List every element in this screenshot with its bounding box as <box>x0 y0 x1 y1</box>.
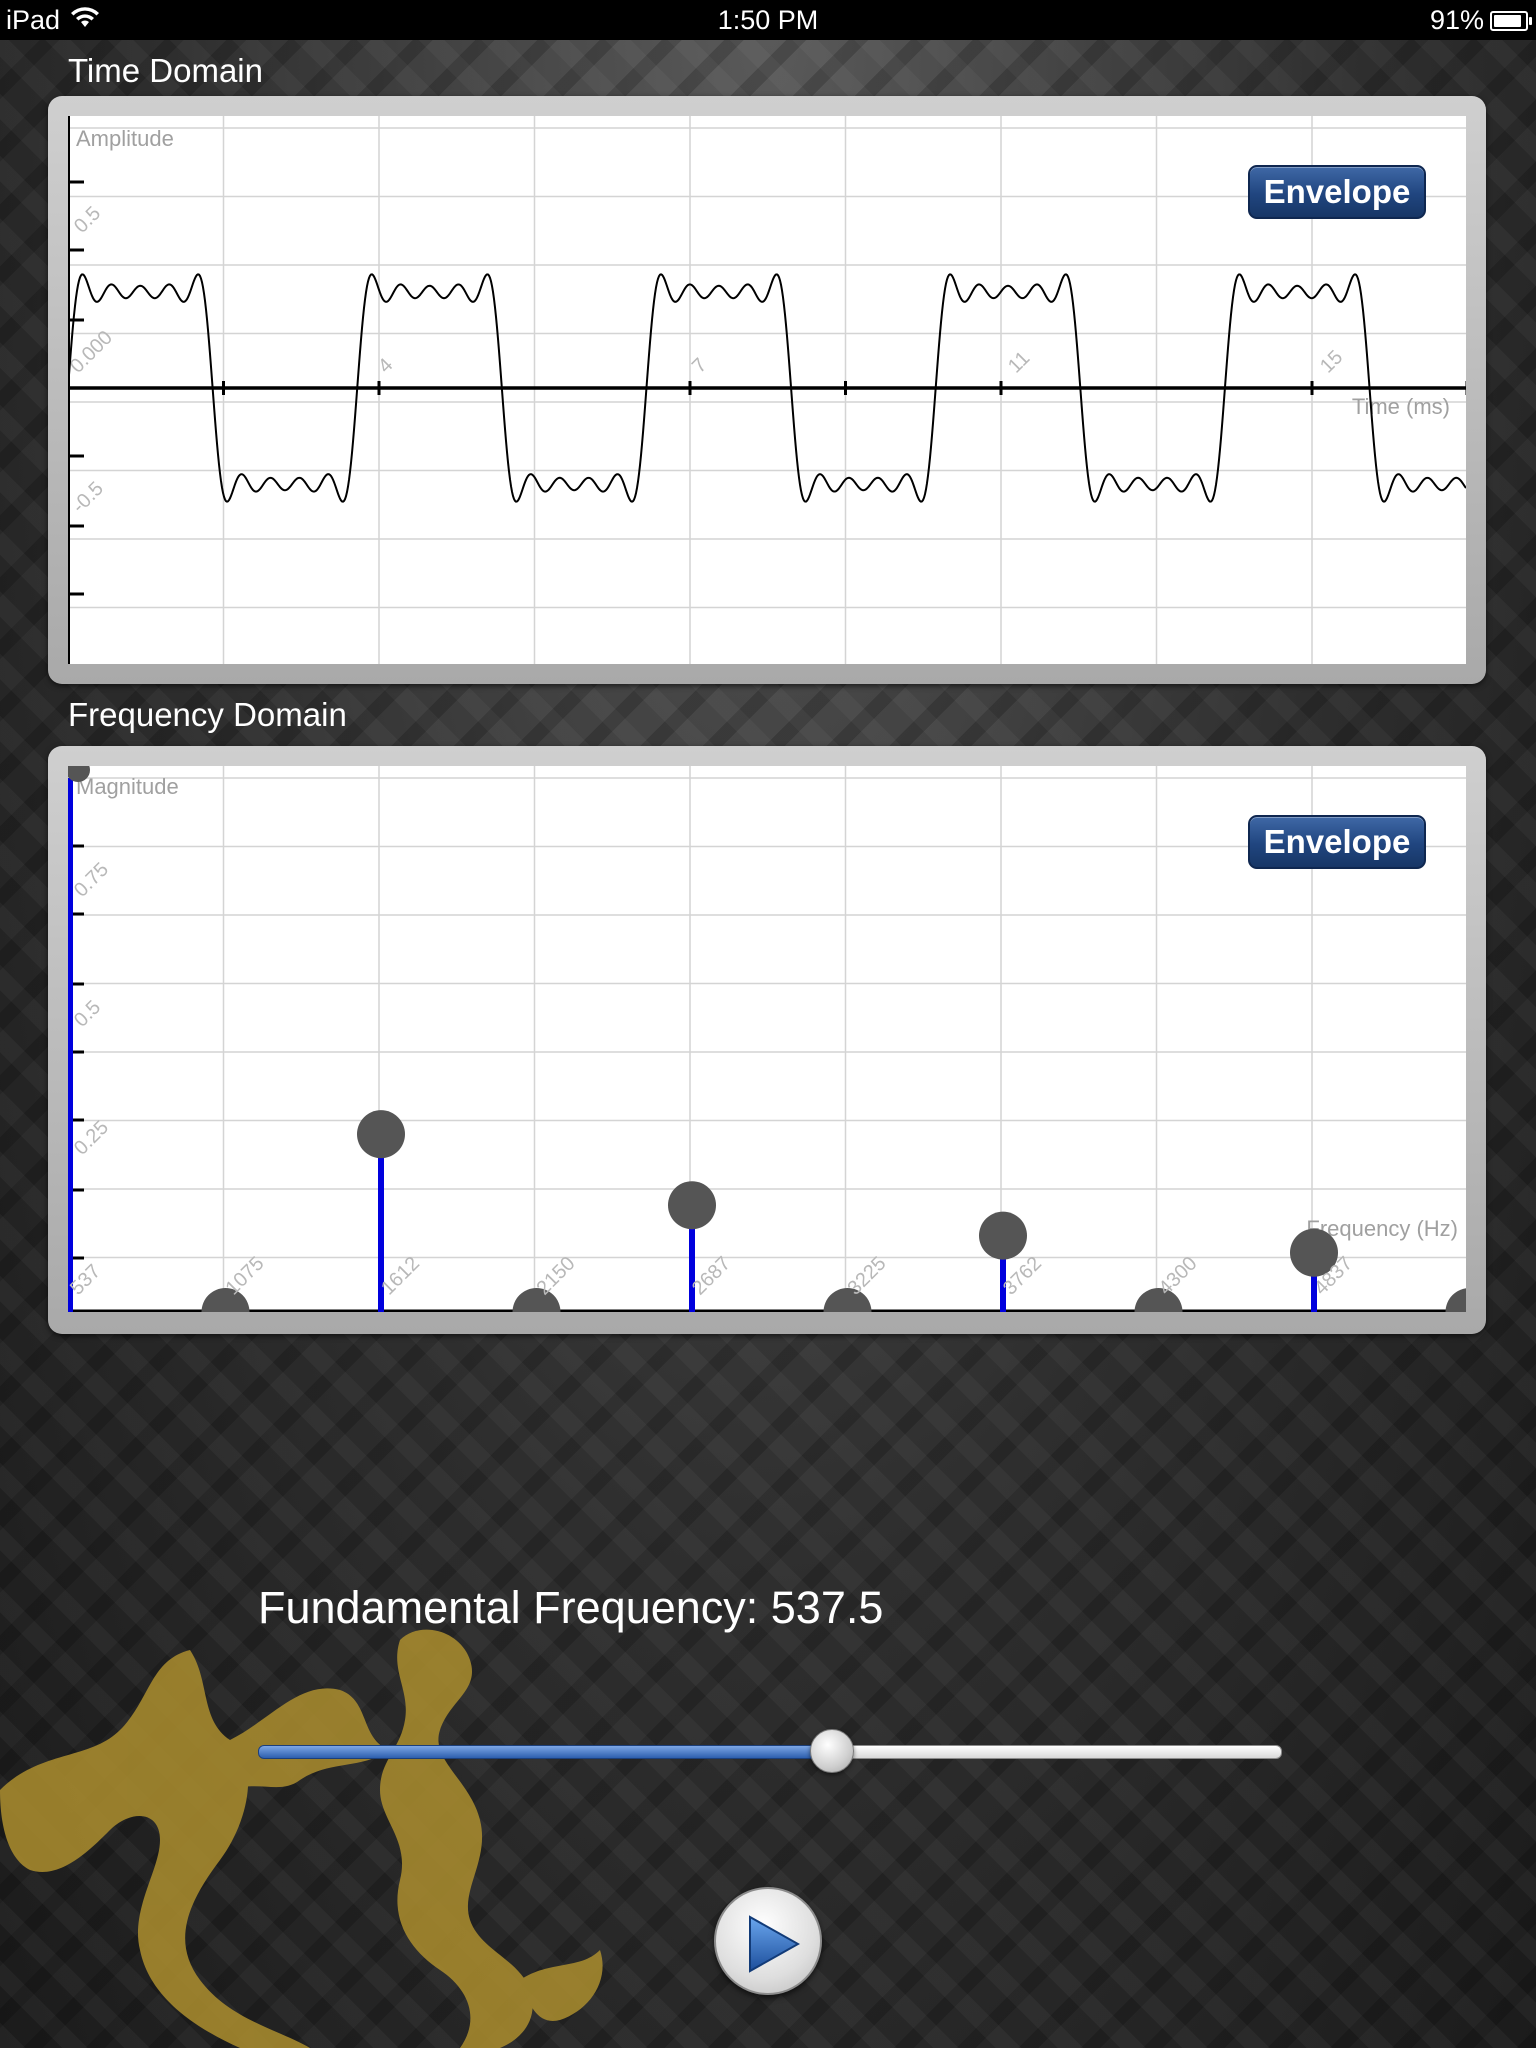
freq-stem-marker <box>1290 1228 1338 1277</box>
time-y-tick-label: 0.5 <box>70 202 105 237</box>
battery-icon <box>1490 10 1532 31</box>
clock: 1:50 PM <box>717 5 819 35</box>
freq-stem-marker <box>201 1288 250 1312</box>
freq-stem-marker <box>1445 1288 1466 1312</box>
play-icon <box>749 1915 800 1973</box>
frequency-domain-panel: Magnitude Frequency (Hz) 0.75 0.5 0.25 537 107… <box>48 746 1486 1334</box>
time-waveform <box>68 273 1466 503</box>
time-x-tick-label: 15 <box>1316 346 1347 377</box>
time-x-tick-label: 4 <box>374 354 397 377</box>
freq-y-tick-label: 0.5 <box>70 996 105 1031</box>
time-x-tick-label: 7 <box>688 354 711 377</box>
slider-fill <box>258 1745 834 1759</box>
time-domain-title: Time Domain <box>68 52 263 89</box>
time-y-tick-label: -0.5 <box>68 478 108 518</box>
freq-y-tick-label: 0.25 <box>70 1116 113 1159</box>
battery-percent: 91% <box>1429 5 1484 35</box>
freq-stem-marker <box>979 1211 1027 1260</box>
frequency-envelope-button[interactable]: Envelope <box>1248 815 1426 869</box>
freq-x-tick-label: 2687 <box>688 1253 735 1300</box>
freq-stem-marker <box>823 1288 872 1312</box>
freq-x-tick-label: 3762 <box>999 1253 1046 1300</box>
freq-stem-marker <box>357 1110 405 1159</box>
freq-stem-marker <box>668 1181 716 1230</box>
freq-y-tick-label: 0.75 <box>70 858 113 901</box>
slider-thumb[interactable] <box>810 1729 855 1773</box>
freq-stem-marker <box>68 766 90 782</box>
frequency-domain-plot: Magnitude Frequency (Hz) 0.75 0.5 0.25 537 107… <box>68 766 1466 1312</box>
play-button[interactable] <box>714 1887 822 1995</box>
time-x-tick-label: 11 <box>1004 347 1034 377</box>
freq-x-tick-label: 1612 <box>377 1253 424 1300</box>
time-x-axis-label: Time (ms) <box>1352 394 1450 419</box>
time-y-axis-label: Amplitude <box>76 126 174 151</box>
freq-x-tick-label: 537 <box>68 1260 105 1299</box>
freq-stem-marker <box>512 1288 561 1312</box>
fundamental-frequency-label: Fundamental Frequency: 537.5 <box>258 1582 884 1633</box>
frequency-domain-title: Frequency Domain <box>68 696 347 733</box>
frequency-slider[interactable] <box>258 1727 1282 1777</box>
time-domain-panel: Amplitude Time (ms) 0.5 0.000 -0.5 4 7 11 15 Env… <box>48 96 1486 684</box>
wifi-icon <box>70 5 100 36</box>
time-envelope-button[interactable]: Envelope <box>1248 165 1426 219</box>
dragon-logo <box>0 1629 603 2048</box>
status-bar: iPad 1:50 PM 91% <box>0 0 1536 40</box>
freq-stem-marker <box>1134 1288 1183 1312</box>
freq-y-axis-label: Magnitude <box>76 774 179 799</box>
time-domain-plot: Amplitude Time (ms) 0.5 0.000 -0.5 4 7 11 15 Env… <box>68 116 1466 664</box>
device-name: iPad <box>6 5 61 35</box>
